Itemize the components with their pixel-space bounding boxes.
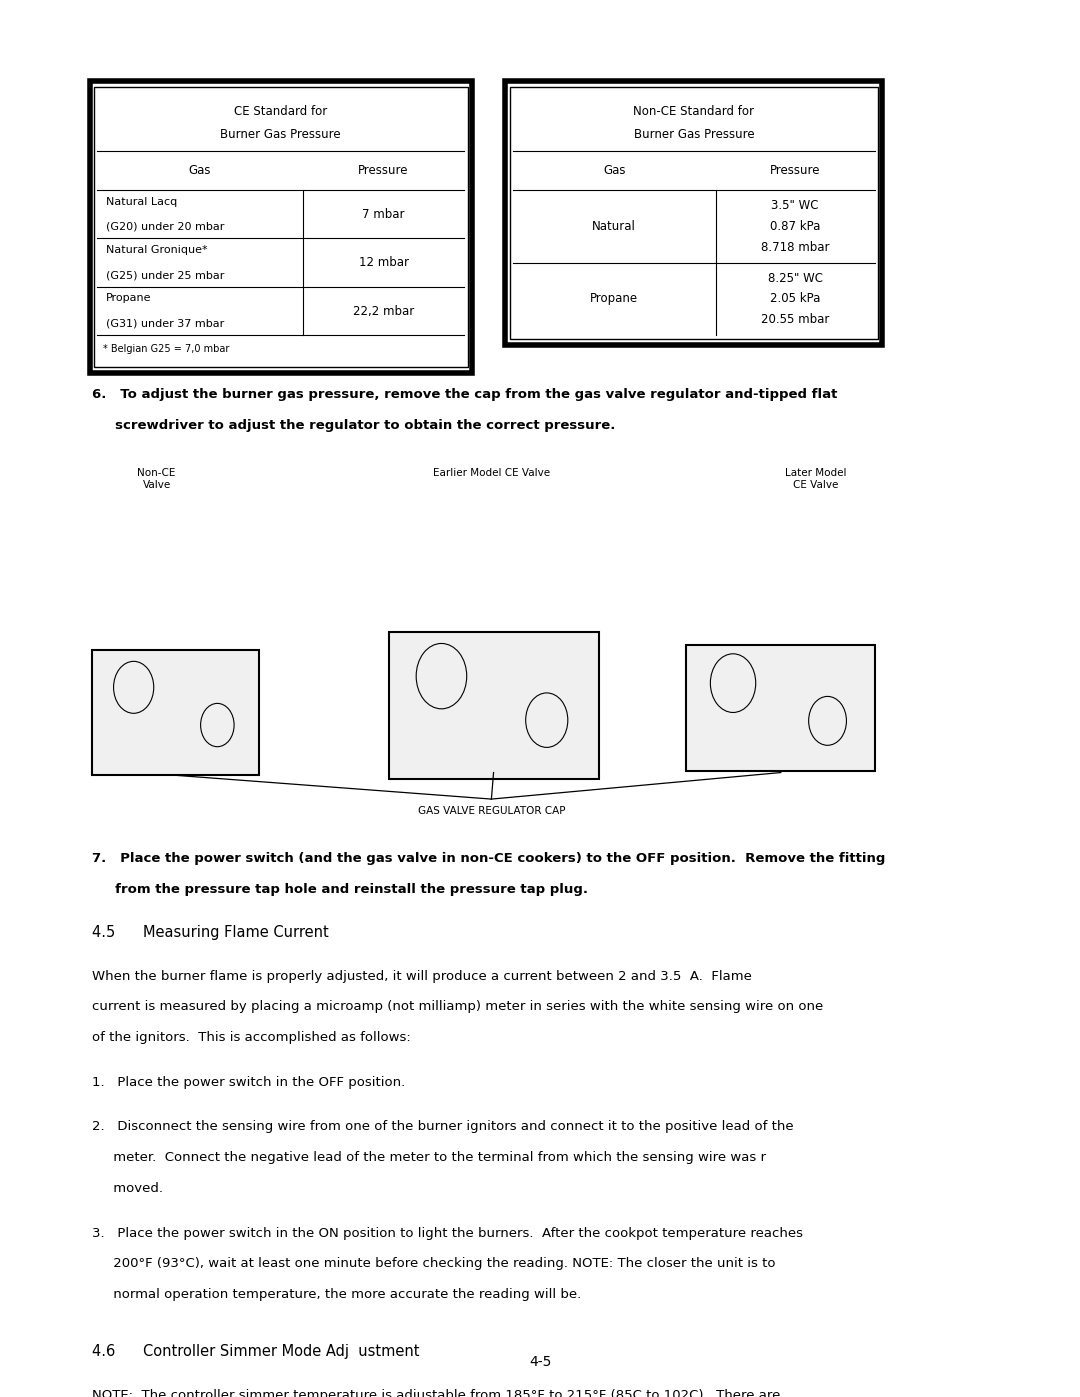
Text: (G25) under 25 mbar: (G25) under 25 mbar xyxy=(106,270,225,281)
Text: screwdriver to adjust the regulator to obtain the correct pressure.: screwdriver to adjust the regulator to o… xyxy=(92,419,616,432)
Text: current is measured by placing a microamp (not milliamp) meter in series with th: current is measured by placing a microam… xyxy=(92,1000,823,1013)
Text: 6.   To adjust the burner gas pressure, remove the cap from the gas valve regula: 6. To adjust the burner gas pressure, re… xyxy=(92,388,837,401)
Text: Propane: Propane xyxy=(591,292,638,306)
Text: Natural Lacq: Natural Lacq xyxy=(106,197,177,207)
Bar xyxy=(505,81,882,345)
Text: 8.718 mbar: 8.718 mbar xyxy=(761,240,829,254)
Text: 20.55 mbar: 20.55 mbar xyxy=(761,313,829,327)
Bar xyxy=(510,87,878,339)
Text: 4-5: 4-5 xyxy=(529,1355,551,1369)
Text: 7.   Place the power switch (and the gas valve in non-CE cookers) to the OFF pos: 7. Place the power switch (and the gas v… xyxy=(92,852,886,865)
Text: (G20) under 20 mbar: (G20) under 20 mbar xyxy=(106,222,225,232)
Text: (G31) under 37 mbar: (G31) under 37 mbar xyxy=(106,319,224,328)
Text: GAS VALVE REGULATOR CAP: GAS VALVE REGULATOR CAP xyxy=(418,806,565,816)
Text: 1.   Place the power switch in the OFF position.: 1. Place the power switch in the OFF pos… xyxy=(92,1076,405,1088)
Text: 3.   Place the power switch in the ON position to light the burners.  After the : 3. Place the power switch in the ON posi… xyxy=(92,1227,802,1239)
Text: 4.6      Controller Simmer Mode Adj  ustment: 4.6 Controller Simmer Mode Adj ustment xyxy=(92,1344,419,1359)
Text: Later Model
CE Valve: Later Model CE Valve xyxy=(785,468,846,489)
Text: Burner Gas Pressure: Burner Gas Pressure xyxy=(220,127,341,141)
Text: 12 mbar: 12 mbar xyxy=(359,256,408,270)
Bar xyxy=(686,645,875,771)
Text: NOTE:  The controller simmer temperature is adjustable from 185°F to 215°F (85C : NOTE: The controller simmer temperature … xyxy=(92,1389,780,1397)
Text: normal operation temperature, the more accurate the reading will be.: normal operation temperature, the more a… xyxy=(92,1288,581,1301)
Bar xyxy=(90,81,472,373)
Text: of the ignitors.  This is accomplished as follows:: of the ignitors. This is accomplished as… xyxy=(92,1031,410,1044)
Bar xyxy=(92,650,259,775)
Text: Natural: Natural xyxy=(592,219,636,233)
Text: moved.: moved. xyxy=(92,1182,163,1194)
Text: Pressure: Pressure xyxy=(770,163,821,177)
Text: 4.5      Measuring Flame Current: 4.5 Measuring Flame Current xyxy=(92,925,328,940)
Text: 22,2 mbar: 22,2 mbar xyxy=(353,305,415,317)
Text: from the pressure tap hole and reinstall the pressure tap plug.: from the pressure tap hole and reinstall… xyxy=(92,883,588,895)
Text: CE Standard for: CE Standard for xyxy=(234,105,327,119)
Text: Non-CE Standard for: Non-CE Standard for xyxy=(633,105,755,119)
Text: 7 mbar: 7 mbar xyxy=(363,208,405,221)
Text: 2.   Disconnect the sensing wire from one of the burner ignitors and connect it : 2. Disconnect the sensing wire from one … xyxy=(92,1120,794,1133)
Text: 8.25" WC: 8.25" WC xyxy=(768,271,823,285)
Text: Pressure: Pressure xyxy=(359,163,409,177)
Text: 0.87 kPa: 0.87 kPa xyxy=(770,219,821,233)
Text: Earlier Model CE Valve: Earlier Model CE Valve xyxy=(433,468,550,478)
Text: 200°F (93°C), wait at least one minute before checking the reading. NOTE: The cl: 200°F (93°C), wait at least one minute b… xyxy=(92,1257,775,1270)
Text: Gas: Gas xyxy=(189,163,212,177)
Text: When the burner flame is properly adjusted, it will produce a current between 2 : When the burner flame is properly adjust… xyxy=(92,970,752,982)
Text: meter.  Connect the negative lead of the meter to the terminal from which the se: meter. Connect the negative lead of the … xyxy=(92,1151,766,1164)
Text: * Belgian G25 = 7,0 mbar: * Belgian G25 = 7,0 mbar xyxy=(103,344,229,355)
Bar xyxy=(94,87,468,367)
Text: 2.05 kPa: 2.05 kPa xyxy=(770,292,821,306)
Text: Propane: Propane xyxy=(106,293,151,303)
Text: Non-CE
Valve: Non-CE Valve xyxy=(137,468,176,489)
Text: Burner Gas Pressure: Burner Gas Pressure xyxy=(634,127,754,141)
Bar xyxy=(389,631,599,780)
Text: 3.5" WC: 3.5" WC xyxy=(771,198,819,212)
Text: Natural Gronique*: Natural Gronique* xyxy=(106,244,207,256)
Text: Gas: Gas xyxy=(603,163,625,177)
